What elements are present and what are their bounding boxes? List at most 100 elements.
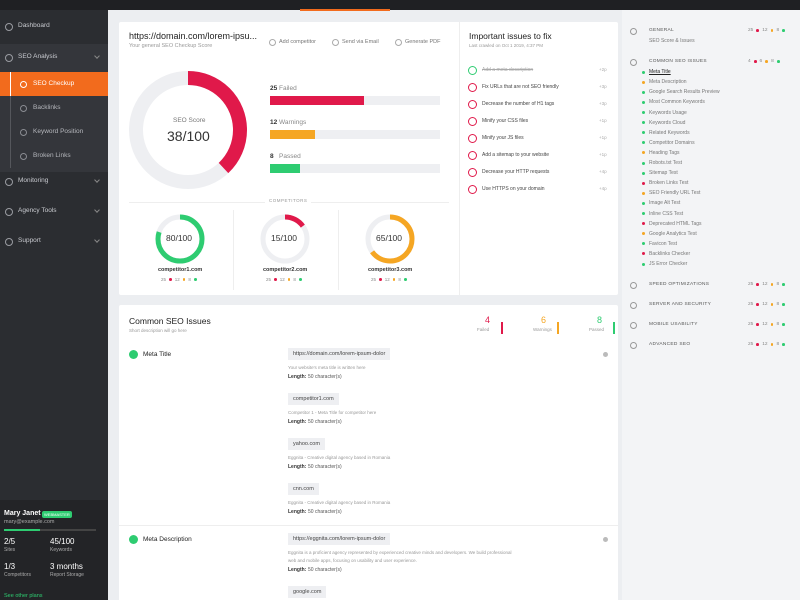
panel-item[interactable]: Google Search Results Preview xyxy=(649,89,720,96)
issue-label[interactable]: Decrease the number of H1 tags xyxy=(482,101,555,107)
counter-bar xyxy=(501,322,503,334)
menu-icon xyxy=(5,54,13,62)
competitors-title: COMPETITORS xyxy=(265,198,312,203)
bar-label: Failed xyxy=(279,85,297,92)
panel-item[interactable]: Related Keywords xyxy=(649,129,690,136)
status-dot xyxy=(642,252,645,256)
panel-item[interactable]: SEO Score & Issues xyxy=(649,38,695,44)
panel-item[interactable]: Competitor Domains xyxy=(649,139,695,146)
count: 8 xyxy=(293,277,296,282)
entry-text: Eggnita is a proficient agency represent… xyxy=(288,550,512,563)
section-icon xyxy=(630,59,637,67)
panel-item[interactable]: Sitemap Test xyxy=(649,170,678,177)
panel-item[interactable]: Keywords Usage xyxy=(649,109,687,116)
chevron xyxy=(94,53,100,59)
issue-icon xyxy=(468,168,477,177)
menu-item[interactable]: Support xyxy=(0,235,108,249)
count: 25 xyxy=(748,342,754,348)
status-dot xyxy=(193,278,197,281)
section-title[interactable]: SERVER AND SECURITY xyxy=(649,302,712,308)
section-title[interactable]: MOBILE USABILITY xyxy=(649,322,698,328)
section-title[interactable]: GENERAL xyxy=(649,28,675,33)
panel-item[interactable]: Inline CSS Test xyxy=(649,210,684,217)
bar-count: 25 xyxy=(270,85,278,92)
count: 25 xyxy=(161,277,167,282)
issue-points: +1p xyxy=(599,152,607,157)
menu-icon xyxy=(5,208,13,216)
panel-item[interactable]: Broken Links Test xyxy=(649,180,689,187)
issue-label[interactable]: Decrease your HTTP requests xyxy=(482,169,550,175)
check-icon xyxy=(129,535,138,544)
count: 12 xyxy=(762,342,768,348)
length-value: 50 character(s) xyxy=(308,567,342,573)
panel-item[interactable]: Backlinks Checker xyxy=(649,250,691,257)
usage-track xyxy=(4,529,96,531)
status-dot xyxy=(642,262,645,266)
status-counts: 25 12 8 xyxy=(161,277,197,282)
panel-item[interactable]: Image Alt Test xyxy=(649,200,681,207)
count: 8 xyxy=(776,302,780,308)
section-icon xyxy=(630,302,637,310)
submenu-item[interactable]: SEO Checkup xyxy=(0,72,108,96)
issues-subtitle: Last crawled on Oct 1 2019, 4:37 PM xyxy=(469,43,544,48)
issue-label[interactable]: Minify your CSS files xyxy=(482,118,529,124)
stat-value: 1/3 xyxy=(4,562,16,571)
status-dot xyxy=(287,278,291,281)
count: 12 xyxy=(384,277,390,282)
score-card: https://domain.com/lorem-ipsu... Your gen… xyxy=(119,22,618,295)
section-title[interactable]: ADVANCED SEO xyxy=(649,342,691,348)
menu-item[interactable]: Dashboard xyxy=(0,20,108,34)
issue-label[interactable]: Add a sitemap to your website xyxy=(482,152,549,158)
status-counts: 25 12 8 xyxy=(748,28,785,33)
status-dot xyxy=(782,283,785,287)
issue-label[interactable]: Use HTTPS on your domain xyxy=(482,186,545,192)
issue-label[interactable]: Fix URLs that are not SEO friendly xyxy=(482,84,559,90)
count: 25 xyxy=(748,322,754,328)
section-title[interactable]: COMMON SEO ISSUES xyxy=(649,59,707,65)
panel-item[interactable]: SEO Friendly URL Test xyxy=(649,190,701,197)
count: 8 xyxy=(776,322,780,328)
submenu-icon xyxy=(20,105,27,112)
status-dot xyxy=(642,111,645,114)
issue-label[interactable]: Add a meta description xyxy=(482,67,534,73)
panel-item[interactable]: Deprecated HTML Tags xyxy=(649,220,702,227)
menu-label: Dashboard xyxy=(18,22,50,29)
menu-item[interactable]: SEO Analysis xyxy=(0,51,108,65)
section-title[interactable]: SPEED OPTIMIZATIONS xyxy=(649,282,710,288)
panel-item[interactable]: Robots.txt Test xyxy=(649,160,682,166)
status-dot xyxy=(782,323,785,327)
plans-link[interactable]: See other plans xyxy=(4,593,43,599)
status-dot xyxy=(642,212,645,215)
status-dot xyxy=(642,242,645,246)
panel-item[interactable]: Google Analytics Test xyxy=(649,230,697,237)
status-dot xyxy=(642,191,645,195)
panel-item[interactable]: JS Error Checker xyxy=(649,261,688,267)
stat-value: 2/5 xyxy=(4,537,16,546)
panel-item[interactable]: Keywords Cloud xyxy=(649,119,686,126)
issue-label[interactable]: Minify your JS files xyxy=(482,135,524,141)
url-box: google.com xyxy=(288,586,327,598)
length-value: 50 character(s) xyxy=(308,419,342,425)
submenu-item[interactable]: Backlinks xyxy=(0,96,108,120)
submenu-item[interactable]: Broken Links xyxy=(0,144,108,168)
panel-item[interactable]: Most Common Keywords xyxy=(649,99,705,106)
panel-item[interactable]: Favicon Test xyxy=(649,240,677,247)
menu-item[interactable]: Monitoring xyxy=(0,175,108,189)
length-label: Length: xyxy=(288,509,307,515)
menu-item[interactable]: Agency Tools xyxy=(0,205,108,219)
counter-label: Passed xyxy=(589,327,605,332)
status-dot xyxy=(782,29,785,32)
panel-item[interactable]: Meta Title xyxy=(649,69,671,76)
action-button[interactable]: Generate PDF xyxy=(405,39,441,45)
panel-item[interactable]: Heading Tags xyxy=(649,149,680,156)
bar-count: 12 xyxy=(270,119,278,126)
action-button[interactable]: Send via Email xyxy=(342,39,379,45)
panel-item[interactable]: Meta Description xyxy=(649,79,687,86)
status-dot xyxy=(642,201,645,205)
submenu-item[interactable]: Keyword Position xyxy=(0,120,108,144)
action-button[interactable]: Add competitor xyxy=(279,39,316,45)
bar-track xyxy=(270,130,440,139)
section-title: Meta Title xyxy=(143,351,172,358)
usage-fill xyxy=(4,529,40,531)
divider xyxy=(459,22,460,295)
